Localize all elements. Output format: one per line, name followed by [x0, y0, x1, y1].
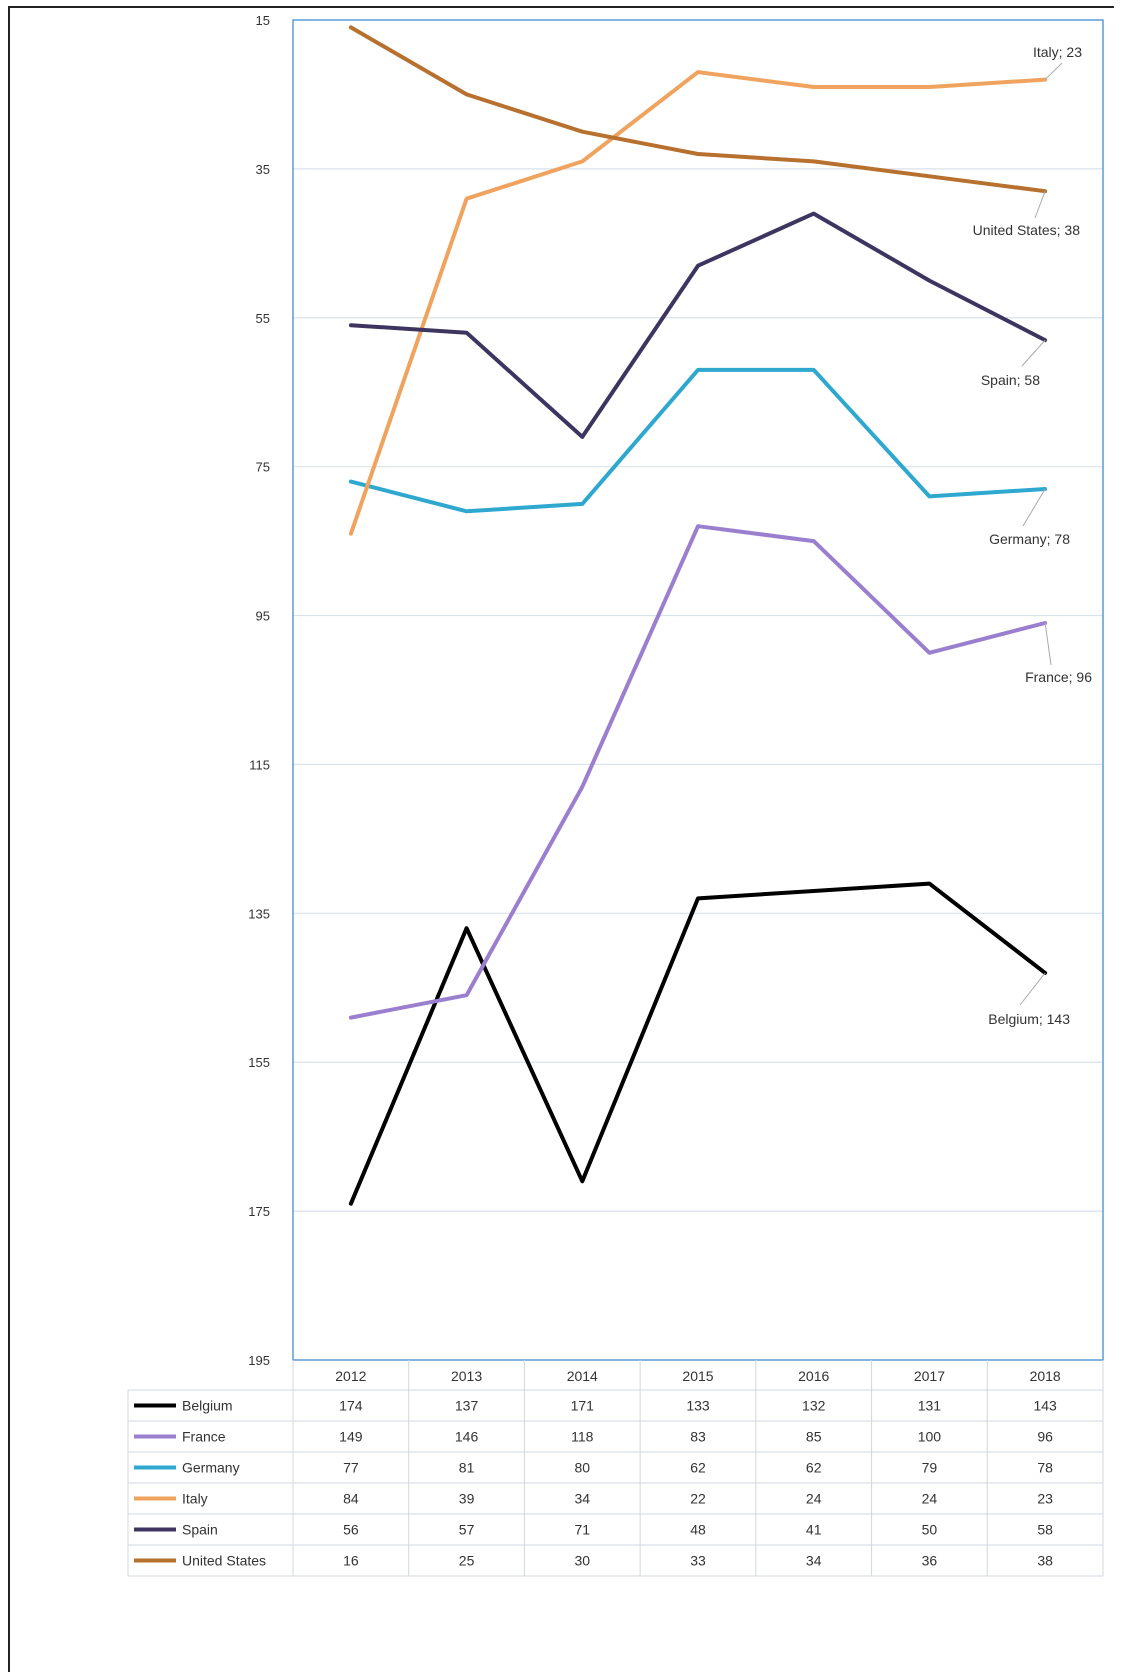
table-cell: 62 [806, 1460, 822, 1476]
x-tick-label: 2016 [798, 1368, 829, 1384]
table-cell: 23 [1037, 1491, 1053, 1507]
legend-label: United States [182, 1553, 266, 1569]
table-cell: 118 [571, 1429, 594, 1445]
leader-line [1022, 488, 1046, 527]
data-label: Germany; 78 [989, 531, 1070, 547]
table-cell: 84 [343, 1491, 359, 1507]
x-tick-label: 2012 [335, 1368, 366, 1384]
table-cell: 133 [686, 1398, 710, 1414]
leader-line [1044, 62, 1063, 80]
table-cell: 143 [1033, 1398, 1057, 1414]
table-cell: 38 [1037, 1553, 1053, 1569]
table-cell: 78 [1037, 1460, 1053, 1476]
table-cell: 56 [343, 1522, 359, 1538]
legend-label: Germany [182, 1460, 240, 1476]
table-cell: 174 [339, 1398, 363, 1414]
gridlines [293, 168, 1103, 1212]
data-table: 2012 2013 2014 2015 2016 2017 2018 Belgium 174 13… [127, 1360, 1104, 1577]
data-label: Spain; 58 [981, 372, 1040, 388]
table-cell: 100 [918, 1429, 942, 1445]
table-cell: 85 [806, 1429, 822, 1445]
series-line-france [348, 524, 1048, 1020]
table-cell: 33 [690, 1553, 706, 1569]
series-lines [348, 25, 1048, 1206]
data-label: United States; 38 [973, 222, 1081, 238]
series-line-spain [348, 211, 1048, 439]
table-cell: 58 [1037, 1522, 1053, 1538]
table-cell: 22 [690, 1491, 706, 1507]
x-tick-label: 2015 [682, 1368, 713, 1384]
legend-label: Italy [182, 1491, 208, 1507]
series-line-united-states [348, 25, 1048, 194]
table-cell: 24 [806, 1491, 822, 1507]
data-label: France; 96 [1025, 669, 1092, 685]
x-tick-label: 2014 [567, 1368, 598, 1384]
y-tick-label: 155 [248, 1055, 270, 1070]
data-label: Belgium; 143 [988, 1011, 1070, 1027]
table-cell: 50 [922, 1522, 938, 1538]
table-cell: 34 [574, 1491, 590, 1507]
table-cell: 71 [574, 1522, 590, 1538]
x-tick-label: 2018 [1030, 1368, 1061, 1384]
leader-line [1019, 972, 1046, 1006]
table-cell: 36 [922, 1553, 938, 1569]
y-tick-label: 195 [248, 1353, 270, 1368]
table-cell: 57 [459, 1522, 475, 1538]
table-cell: 48 [690, 1522, 706, 1538]
y-axis: 15 35 55 75 95 115 135 155 175 195 [248, 13, 270, 1368]
y-tick-label: 115 [249, 757, 270, 772]
table-cell: 16 [343, 1553, 359, 1569]
table-cell: 131 [918, 1398, 942, 1414]
table-cell: 171 [571, 1398, 595, 1414]
table-cell: 96 [1037, 1429, 1053, 1445]
table-cell: 79 [922, 1460, 938, 1476]
series-line-italy [348, 70, 1048, 536]
table-cell: 77 [343, 1460, 359, 1476]
table-cell: 39 [459, 1491, 475, 1507]
table-cell: 24 [922, 1491, 938, 1507]
y-tick-label: 75 [256, 460, 270, 475]
leader-line [1021, 339, 1046, 367]
table-cell: 80 [574, 1460, 590, 1476]
y-tick-label: 175 [248, 1204, 270, 1219]
series-line-belgium [348, 881, 1048, 1206]
table-cell: 62 [690, 1460, 706, 1476]
table-cell: 146 [455, 1429, 479, 1445]
legend-label: Belgium [182, 1398, 233, 1414]
leader-line [1034, 191, 1046, 219]
y-tick-label: 135 [248, 906, 270, 921]
y-tick-label: 15 [256, 13, 270, 28]
leader-line [1044, 622, 1052, 666]
table-cell: 83 [690, 1429, 706, 1445]
table-cell: 149 [339, 1429, 363, 1445]
data-labels: Belgium; 143 France; 96 Germany; 78 Italy; … [973, 44, 1093, 1027]
chart-frame [8, 6, 1114, 1672]
table-cell: 81 [459, 1460, 475, 1476]
series-line-germany [348, 367, 1048, 514]
table-cell: 41 [806, 1522, 822, 1538]
y-tick-label: 35 [256, 162, 270, 177]
table-cell: 34 [806, 1553, 822, 1569]
table-cell: 30 [574, 1553, 590, 1569]
x-tick-label: 2013 [451, 1368, 482, 1384]
table-cell: 132 [802, 1398, 826, 1414]
plot-area [292, 19, 1104, 1361]
x-tick-label: 2017 [914, 1368, 945, 1384]
legend-label: France [182, 1429, 226, 1445]
y-tick-label: 55 [256, 311, 270, 326]
table-cell: 137 [455, 1398, 479, 1414]
table-cell: 25 [459, 1553, 475, 1569]
data-label: Italy; 23 [1033, 44, 1082, 60]
legend-label: Spain [182, 1522, 218, 1538]
y-tick-label: 95 [256, 609, 270, 624]
